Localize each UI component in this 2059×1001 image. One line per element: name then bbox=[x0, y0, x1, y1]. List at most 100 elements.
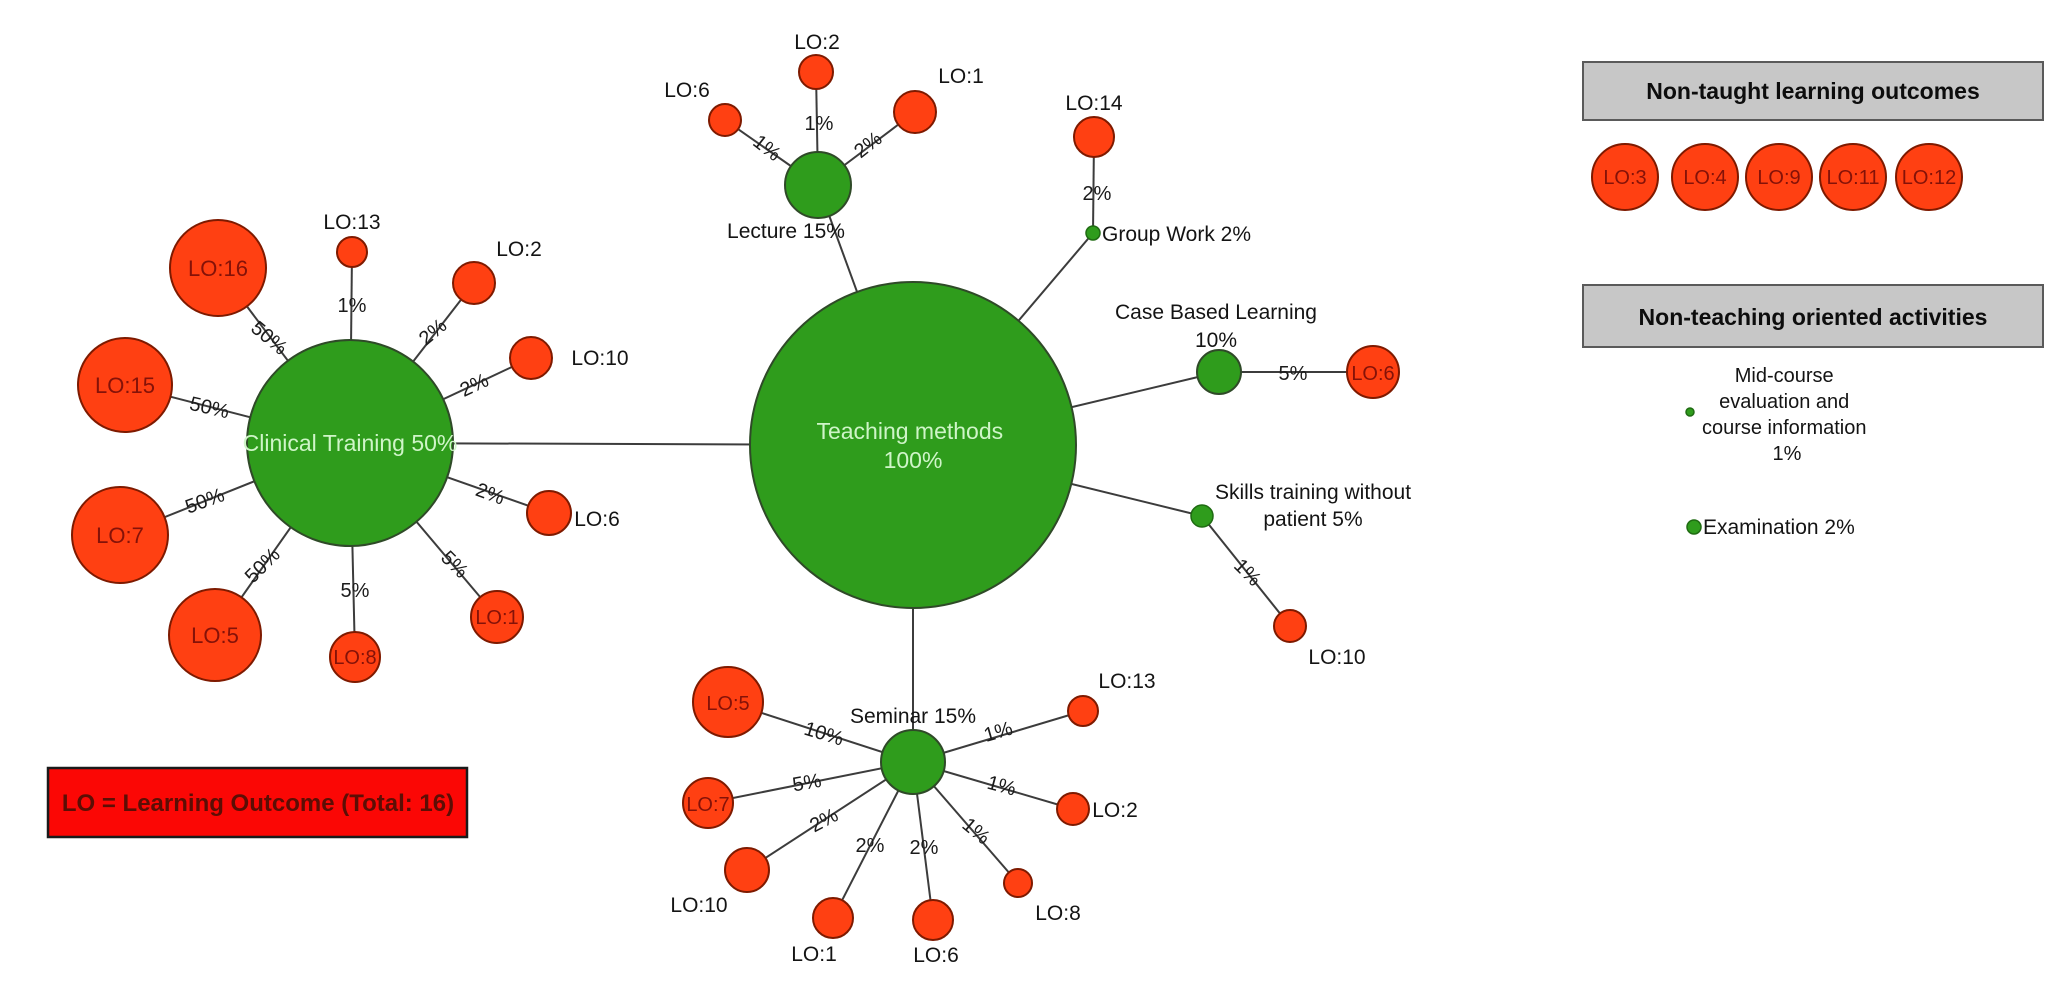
seminar-lo1-circle bbox=[812, 897, 854, 939]
teaching-methods-label: Teaching methods 100% bbox=[816, 418, 1009, 473]
non-taught-lo4-label: LO:4 bbox=[1683, 167, 1726, 189]
lecture-lo6-pct: 1% bbox=[749, 131, 785, 166]
case-based-lo6-circle bbox=[1346, 345, 1400, 399]
cluster-group-work: Group Work 2% LO:14 2% bbox=[1065, 92, 1251, 246]
clinical-lo15-label: LO:15 bbox=[95, 373, 155, 398]
lecture-label: Lecture 15% bbox=[727, 220, 845, 243]
seminar-lo7-circle bbox=[682, 777, 734, 829]
clinical-lo7-label: LO:7 bbox=[96, 523, 144, 548]
clinical-lo13-circle bbox=[336, 236, 368, 268]
seminar-lo13-label: LO:13 bbox=[1098, 670, 1155, 693]
midcourse-label-line1: Mid-course bbox=[1735, 365, 1834, 387]
clinical-lo5-label: LO:5 bbox=[191, 623, 239, 648]
seminar-lo5-label: LO:5 bbox=[706, 693, 749, 715]
midcourse-dot bbox=[1685, 407, 1695, 417]
lecture-lo6-label: LO:6 bbox=[664, 79, 710, 102]
seminar-lo10-label: LO:10 bbox=[670, 894, 727, 917]
non-taught-title: Non-taught learning outcomes bbox=[1646, 78, 1980, 104]
case-based-lo6-label: LO:6 bbox=[1351, 363, 1394, 385]
clinical-lo7-circle bbox=[71, 486, 169, 584]
seminar-circle bbox=[880, 729, 946, 795]
seminar-lo13-pct: 1% bbox=[981, 718, 1015, 747]
group-work-label: Group Work 2% bbox=[1102, 223, 1251, 246]
clinical-lo2-label: LO:2 bbox=[496, 238, 542, 261]
seminar-lo13-circle bbox=[1067, 695, 1099, 727]
cluster-clinical-training: Clinical Training 50% LO:16 50% LO:13 1%… bbox=[71, 211, 629, 683]
clinical-lo7-pct: 50% bbox=[182, 484, 227, 518]
teaching-methods-label-line1: Teaching methods bbox=[816, 418, 1003, 444]
cluster-case-based-learning: Case Based Learning 10% LO:6 5% bbox=[1115, 301, 1400, 399]
clinical-lo16-label: LO:16 bbox=[188, 256, 248, 281]
skills-training-label-line2: patient 5% bbox=[1263, 508, 1362, 531]
midcourse-label-line3: course information bbox=[1702, 417, 1867, 439]
non-taught-header-box bbox=[1582, 61, 2044, 121]
lecture-circle bbox=[784, 151, 852, 219]
non-taught-lo12-label: LO:12 bbox=[1902, 167, 1956, 189]
seminar-lo6-label: LO:6 bbox=[913, 944, 959, 967]
lecture-lo1-circle bbox=[893, 90, 937, 134]
seminar-lo5-pct: 10% bbox=[801, 718, 846, 751]
non-taught-lo12-circle bbox=[1895, 143, 1963, 211]
clinical-lo15-circle bbox=[77, 337, 173, 433]
midcourse-label-line2: evaluation and bbox=[1719, 391, 1849, 413]
clinical-lo8-circle bbox=[329, 631, 381, 683]
non-taught-lo9-circle bbox=[1745, 143, 1813, 211]
clinical-lo5-circle bbox=[168, 588, 262, 682]
clinical-lo16-pct: 50% bbox=[246, 317, 291, 360]
skills-lo10-label: LO:10 bbox=[1308, 646, 1365, 669]
skills-lo10-pct: 1% bbox=[1229, 555, 1265, 591]
seminar-lo2-label: LO:2 bbox=[1092, 799, 1138, 822]
seminar-lo5-circle bbox=[692, 666, 764, 738]
clinical-training-label: Clinical Training 50% bbox=[243, 430, 458, 456]
clinical-lo5-pct: 50% bbox=[241, 544, 285, 588]
non-taught-lo9-label: LO:9 bbox=[1757, 167, 1800, 189]
clinical-training-circle bbox=[246, 339, 454, 547]
non-teaching-header-box bbox=[1582, 284, 2044, 348]
clinical-lo8-pct: 5% bbox=[341, 580, 370, 602]
non-teaching-title: Non-teaching oriented activities bbox=[1639, 304, 1988, 330]
clinical-lo1-label: LO:1 bbox=[475, 607, 518, 629]
legend-text: LO = Learning Outcome (Total: 16) bbox=[62, 790, 454, 817]
non-taught-lo11-circle bbox=[1819, 143, 1887, 211]
group-work-dot bbox=[1085, 225, 1101, 241]
seminar-lo7-label: LO:7 bbox=[686, 794, 729, 816]
lecture-lo1-label: LO:1 bbox=[938, 65, 984, 88]
clinical-lo6-pct: 2% bbox=[473, 479, 508, 510]
teaching-methods-label-line2: 100% bbox=[884, 447, 943, 473]
seminar-lo7-pct: 5% bbox=[791, 770, 824, 797]
legend: LO = Learning Outcome (Total: 16) bbox=[46, 766, 469, 839]
seminar-lo8-circle bbox=[1003, 868, 1033, 898]
clinical-lo13-label: LO:13 bbox=[323, 211, 380, 234]
panel-non-taught: Non-taught learning outcomes LO:3 LO:4 L… bbox=[1582, 61, 2044, 211]
lecture-lo2-label: LO:2 bbox=[794, 31, 840, 54]
case-based-lo6-pct: 5% bbox=[1279, 363, 1308, 385]
clinical-lo10-label: LO:10 bbox=[571, 347, 628, 370]
group-work-lo14-pct: 2% bbox=[1083, 183, 1112, 205]
midcourse-label: Mid-course evaluation and course informa… bbox=[1702, 365, 1872, 465]
node-teaching-methods: Teaching methods 100% bbox=[749, 281, 1077, 609]
clinical-lo10-circle bbox=[509, 336, 553, 380]
seminar-lo1-label: LO:1 bbox=[791, 943, 837, 966]
examination-label: Examination 2% bbox=[1703, 516, 1855, 539]
seminar-lo10-circle bbox=[724, 847, 770, 893]
lecture-lo2-pct: 1% bbox=[805, 113, 834, 135]
case-based-circle bbox=[1196, 349, 1242, 395]
edge-skills-lo10 bbox=[1201, 515, 1291, 627]
non-taught-lo3-circle bbox=[1591, 143, 1659, 211]
clinical-lo6-circle bbox=[526, 490, 572, 536]
seminar-lo10-pct: 2% bbox=[806, 804, 842, 837]
clinical-lo2-circle bbox=[452, 261, 496, 305]
clinical-lo13-pct: 1% bbox=[338, 295, 367, 317]
clinical-lo10-pct: 2% bbox=[457, 369, 493, 401]
teaching-methods-circle bbox=[749, 281, 1077, 609]
skills-training-label-line1: Skills training without bbox=[1215, 481, 1411, 504]
examination-dot bbox=[1686, 519, 1702, 535]
legend-box bbox=[46, 766, 469, 839]
case-based-label-line2: 10% bbox=[1195, 329, 1237, 352]
seminar-label: Seminar 15% bbox=[850, 705, 976, 728]
edge-seminar-lo7 bbox=[707, 761, 914, 804]
non-taught-lo3-label: LO:3 bbox=[1603, 167, 1646, 189]
seminar-lo2-pct: 1% bbox=[985, 772, 1019, 801]
